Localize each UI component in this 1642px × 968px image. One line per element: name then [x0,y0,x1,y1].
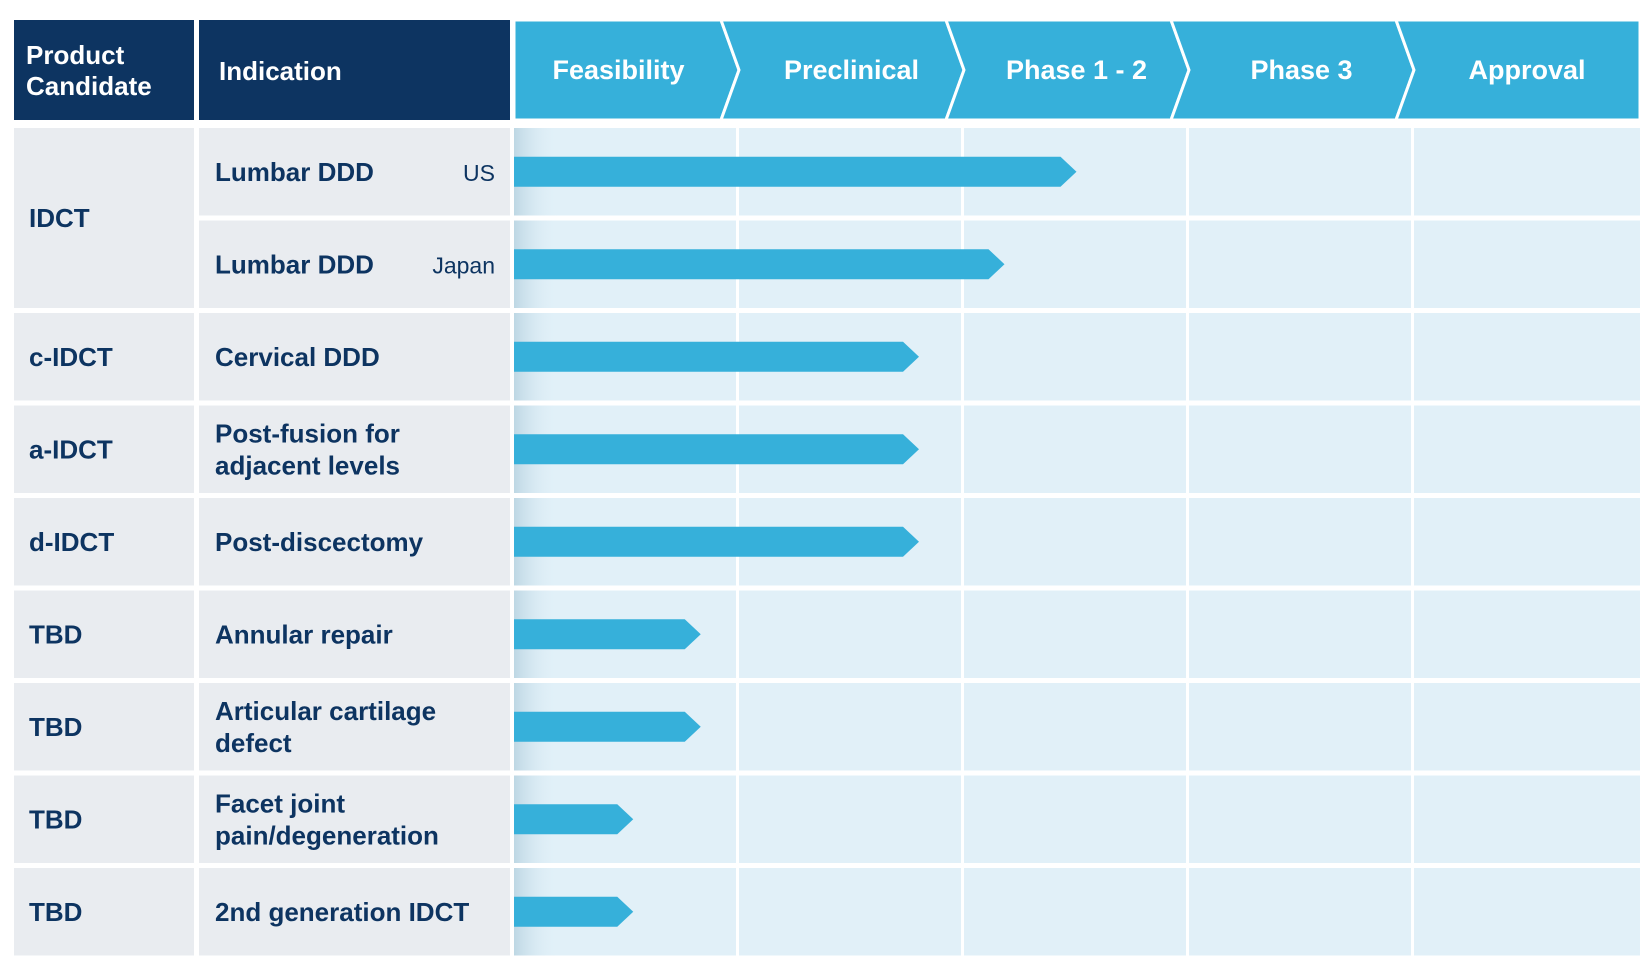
stage-cell [1189,220,1411,308]
stage-cell [739,590,961,678]
stage-label: Phase 3 [1250,55,1352,85]
progress-bar [514,156,1077,187]
indication-cell [199,590,510,678]
indication-label: Articular cartilage defect [215,696,436,758]
stage-cell [964,868,1186,956]
progress-bar [514,526,919,557]
indication-label: Lumbar DDD [215,157,374,187]
stage-cell [964,498,1186,586]
indication-cell [199,128,510,216]
indication-cell [199,220,510,308]
progress-bar [514,711,701,742]
stage-header-4 [1393,18,1642,122]
indication-cell [199,405,510,493]
candidate-label: a-IDCT [29,434,113,464]
candidate-cell [14,498,194,586]
stage-cell [964,405,1186,493]
stage-label: Phase 1 - 2 [1006,55,1147,85]
candidate-label: TBD [29,804,82,834]
candidate-label: d-IDCT [29,527,114,557]
candidate-label: TBD [29,897,82,927]
stage-cell [1414,220,1640,308]
candidate-label: c-IDCT [29,342,113,372]
candidate-cell [14,313,194,401]
header-product-label: Product Candidate [26,40,152,101]
stage-cell [1189,313,1411,401]
stage-cell [1189,498,1411,586]
indication-label: Post-fusion for adjacent levels [215,418,400,480]
candidate-cell [14,128,194,308]
stage-cell [1414,405,1640,493]
stage-cell [1414,683,1640,771]
progress-bar [514,896,634,927]
indication-cell [199,498,510,586]
stage-cell [1414,498,1640,586]
stage-label: Feasibility [552,55,684,85]
progress-bar [514,249,1005,280]
indication-cell [199,868,510,956]
stage-cell [964,683,1186,771]
stage-cell [1189,868,1411,956]
stage-label: Approval [1468,55,1585,85]
stage-cell [1414,590,1640,678]
stage-cell [1189,405,1411,493]
region-label: US [463,160,495,186]
candidate-cell [14,405,194,493]
candidate-cell [14,590,194,678]
stage-cell [964,313,1186,401]
header-indication-cell [199,20,510,120]
progress-bar [514,804,634,835]
stage-cell [1189,128,1411,216]
indication-label: 2nd generation IDCT [215,897,469,927]
stage-cell [964,590,1186,678]
stage-cell [1414,868,1640,956]
candidate-label: TBD [29,712,82,742]
candidate-label: IDCT [29,203,90,233]
stage-cell [739,868,961,956]
header-product-cell [14,20,194,120]
header-indication-label: Indication [219,56,342,86]
stage-cell [1189,775,1411,863]
indication-label: Annular repair [215,619,393,649]
stage-label: Preclinical [784,55,919,85]
stage-cell [964,775,1186,863]
candidate-cell [14,775,194,863]
candidate-cell [14,683,194,771]
stage-cell [739,683,961,771]
candidate-cell [14,868,194,956]
progress-bar [514,341,919,372]
indication-label: Lumbar DDD [215,249,374,279]
indication-cell [199,683,510,771]
indication-label: Cervical DDD [215,342,380,372]
stage-cell [1189,683,1411,771]
stage-cell [739,775,961,863]
indication-label: Facet joint pain/degeneration [215,788,439,850]
stage-cell [1189,590,1411,678]
stage-cell [1414,775,1640,863]
indication-cell [199,313,510,401]
region-label: Japan [432,252,495,278]
indication-cell [199,775,510,863]
indication-label: Post-discectomy [215,527,424,557]
candidate-label: TBD [29,619,82,649]
progress-bar [514,434,919,465]
stage-cell [1414,313,1640,401]
stage-cell [1414,128,1640,216]
progress-bar [514,619,701,650]
